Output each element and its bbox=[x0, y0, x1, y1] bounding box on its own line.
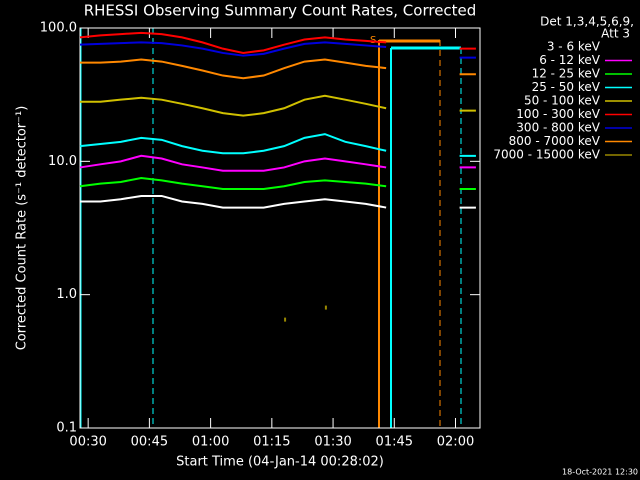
x-tick-label: 00:45 bbox=[131, 435, 168, 450]
series-line bbox=[79, 154, 387, 172]
legend-label: 300 - 800 keV bbox=[516, 121, 600, 135]
y-tick-label: 100.0 bbox=[40, 21, 77, 36]
x-tick-label: 01:15 bbox=[253, 435, 290, 450]
y-tick-label: 0.1 bbox=[56, 421, 77, 436]
x-tick-label: 01:00 bbox=[192, 435, 229, 450]
legend-label: 100 - 300 keV bbox=[516, 107, 600, 121]
x-tick-label: 01:45 bbox=[376, 435, 413, 450]
y-axis-label: Corrected Count Rate (s⁻¹ detector⁻¹) bbox=[15, 106, 30, 351]
x-tick-label: 02:00 bbox=[437, 435, 474, 450]
legend-label: 3 - 6 keV bbox=[547, 40, 601, 54]
y-tick-label: 10.0 bbox=[48, 154, 77, 169]
plot-frame bbox=[79, 27, 481, 429]
series-line bbox=[79, 133, 387, 155]
chart-title: RHESSI Observing Summary Count Rates, Co… bbox=[84, 2, 477, 20]
series-line bbox=[80, 94, 387, 117]
y-tick-label: 1.0 bbox=[56, 287, 77, 302]
series-line bbox=[79, 31, 387, 54]
x-axis-label: Start Time (04-Jan-14 00:28:02) bbox=[176, 455, 384, 470]
footer: 18-Oct-2021 12:30 bbox=[562, 468, 638, 477]
x-tick-label: 00:30 bbox=[69, 435, 106, 450]
legend-label: 6 - 12 keV bbox=[539, 53, 601, 67]
legend-label: 12 - 25 keV bbox=[532, 67, 601, 81]
series-line bbox=[79, 176, 387, 191]
legend-header: Att 3 bbox=[601, 27, 630, 41]
legend-label: 50 - 100 keV bbox=[524, 94, 601, 108]
series-line bbox=[80, 194, 387, 209]
series-line bbox=[79, 41, 387, 57]
series-line bbox=[80, 58, 387, 80]
legend-label: 25 - 50 keV bbox=[532, 80, 601, 94]
legend-header: Det 1,3,4,5,6,9, bbox=[540, 15, 634, 29]
x-tick-label: 01:30 bbox=[314, 435, 351, 450]
legend-label: 7000 - 15000 keV bbox=[493, 148, 600, 162]
legend-label: 800 - 7000 keV bbox=[509, 134, 601, 148]
